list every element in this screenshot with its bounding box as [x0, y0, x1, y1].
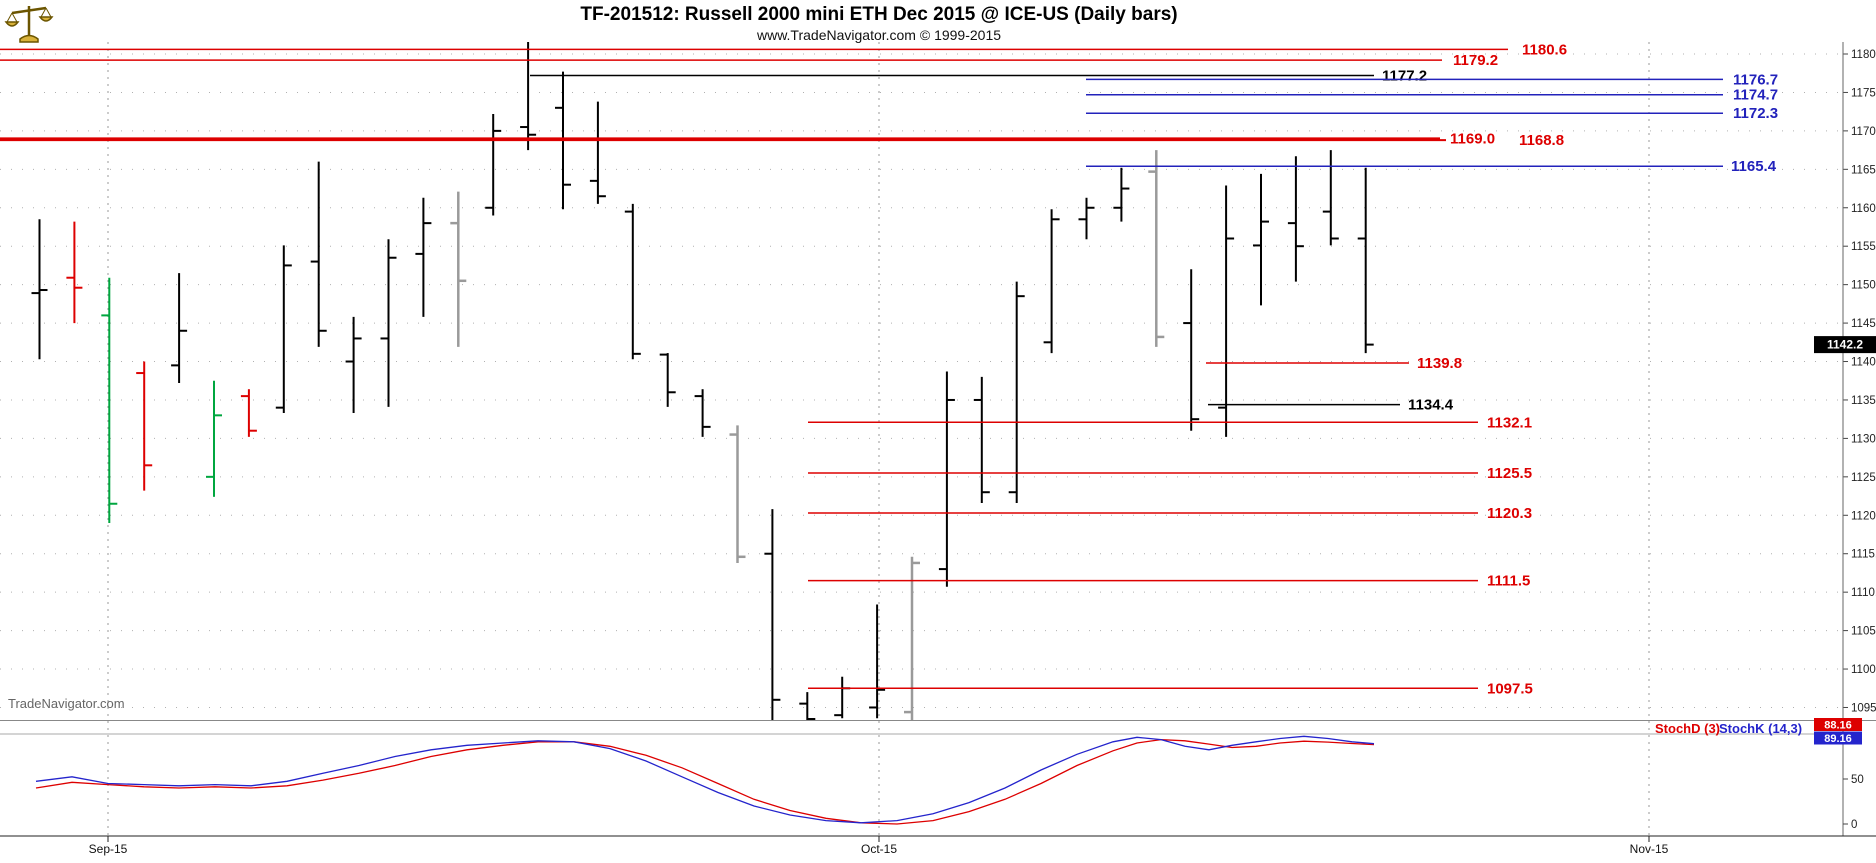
price-level-label: 1120.3 — [1487, 505, 1532, 522]
price-level-label: 1132.1 — [1487, 414, 1532, 431]
price-axis-label: 1170.0 — [1851, 126, 1876, 138]
price-axis-label: 1140.0 — [1851, 357, 1876, 369]
price-axis-label: 1180.0 — [1851, 49, 1876, 61]
price-axis-label: 1110.0 — [1851, 587, 1876, 599]
last-price-value: 1142.2 — [1827, 338, 1863, 352]
chart-subtitle: www.TradeNavigator.com © 1999-2015 — [756, 27, 1002, 43]
stoch-series-label: StochK (14,3) — [1719, 721, 1802, 736]
stoch-value-badge — [1814, 731, 1862, 745]
price-axis-label: 1165.0 — [1851, 164, 1876, 176]
price-level-label: 1180.6 — [1522, 41, 1567, 58]
price-level-label: 1165.4 — [1731, 158, 1777, 175]
price-axis-label: 1150.0 — [1851, 280, 1876, 292]
watermark: TradeNavigator.com — [8, 696, 125, 711]
price-axis-label: 1135.0 — [1851, 395, 1876, 407]
price-level-label: 1097.5 — [1487, 680, 1533, 697]
price-axis-label: 1095.0 — [1851, 702, 1876, 714]
time-axis-label: Oct-15 — [861, 842, 897, 856]
price-axis-label: 1160.0 — [1851, 203, 1876, 215]
stoch-value-text: 89.16 — [1824, 733, 1852, 745]
price-level-label: 1177.2 — [1382, 68, 1427, 85]
stoch-line-d — [35, 738, 1375, 825]
price-level-label: 1179.2 — [1453, 52, 1498, 69]
price-axis-label: 1120.0 — [1851, 510, 1876, 522]
chart-title: TF-201512: Russell 2000 mini ETH Dec 201… — [580, 4, 1178, 25]
price-level-label: 1139.8 — [1417, 355, 1462, 372]
scales-icon — [4, 6, 54, 43]
time-axis-label: Nov-15 — [1630, 842, 1669, 856]
price-axis-label: 1105.0 — [1851, 626, 1876, 638]
price-level-label: 1176.7 — [1733, 71, 1778, 88]
price-axis-label: 1100.0 — [1851, 664, 1876, 676]
price-level-label: 1174.7 — [1733, 87, 1778, 104]
stoch-series-label: StochD (3) — [1655, 721, 1720, 736]
stoch-value-text: 88.16 — [1824, 720, 1852, 732]
stoch-line-k — [35, 735, 1375, 824]
price-level-label: 1111.5 — [1487, 573, 1530, 590]
stoch-value-badge — [1814, 718, 1862, 731]
price-axis-label: 1145.0 — [1851, 318, 1876, 330]
price-axis-label: 1155.0 — [1851, 241, 1876, 253]
ohlc-bars — [31, 42, 1374, 721]
stoch-axis-label: 50 — [1851, 774, 1864, 786]
last-price-badge — [1814, 336, 1876, 354]
price-level-label: 1125.5 — [1487, 465, 1532, 482]
price-level-label: 1168.8 — [1519, 132, 1564, 149]
price-level-label: 1169.0 — [1450, 131, 1495, 148]
price-level-label: 1172.3 — [1733, 105, 1778, 122]
price-axis-label: 1130.0 — [1851, 433, 1876, 445]
price-axis-label: 1125.0 — [1851, 472, 1876, 484]
time-axis-label: Sep-15 — [89, 842, 128, 856]
price-axis-label: 1175.0 — [1851, 87, 1876, 99]
stoch-axis-label: 0 — [1851, 819, 1857, 831]
price-axis-label: 1115.0 — [1851, 549, 1876, 561]
price-level-label: 1134.4 — [1408, 397, 1454, 414]
